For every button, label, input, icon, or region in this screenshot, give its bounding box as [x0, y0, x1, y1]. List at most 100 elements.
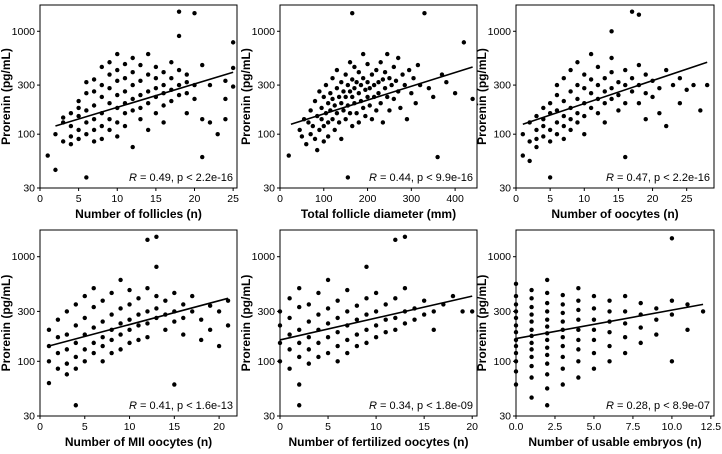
data-point	[60, 139, 66, 144]
y-tick-label: 30	[263, 183, 275, 195]
data-point	[402, 285, 408, 291]
data-point	[383, 317, 388, 322]
data-point	[53, 131, 58, 137]
scatter-series	[513, 236, 706, 408]
correlation-annotation: R = 0.34, p < 1.8e-09	[369, 400, 473, 412]
data-point	[277, 340, 283, 346]
data-point	[393, 78, 399, 84]
data-point	[184, 72, 189, 77]
data-point	[391, 96, 397, 102]
data-point	[591, 337, 597, 343]
data-point	[306, 361, 312, 366]
x-axis-label: Number of MII oocytes (n)	[65, 435, 212, 449]
data-point	[118, 332, 123, 337]
data-point	[385, 94, 390, 100]
data-point	[107, 60, 112, 65]
data-point	[310, 123, 316, 129]
plot-frame	[279, 4, 478, 189]
data-point	[529, 354, 534, 360]
x-axis-label: Number of fertilized oocytes (n)	[288, 435, 468, 449]
data-point	[470, 96, 475, 102]
data-point	[161, 82, 166, 88]
data-point	[336, 120, 342, 125]
x-tick-label: 0	[37, 421, 43, 433]
data-point	[163, 298, 168, 303]
data-point	[547, 101, 553, 106]
x-tick-label: 300	[403, 193, 421, 205]
data-point	[623, 154, 628, 160]
data-point	[118, 306, 123, 311]
data-point	[335, 329, 340, 335]
data-point	[431, 309, 436, 314]
data-point	[534, 127, 539, 133]
data-point	[704, 82, 710, 88]
data-point	[68, 141, 74, 147]
data-point	[350, 77, 355, 82]
x-tick-label: 20	[189, 193, 201, 205]
data-point	[363, 113, 368, 119]
data-point	[343, 72, 348, 77]
data-point	[373, 290, 379, 296]
data-point	[73, 354, 79, 360]
data-point	[421, 312, 427, 317]
data-point	[76, 105, 81, 111]
data-point	[568, 67, 573, 73]
y-axis-label: Prorenin (pg/mL)	[239, 48, 253, 145]
data-point	[582, 72, 587, 77]
data-point	[374, 67, 379, 73]
data-point	[385, 51, 390, 57]
data-point	[107, 127, 112, 133]
data-point	[367, 85, 372, 91]
data-point	[602, 89, 607, 94]
data-point	[576, 327, 581, 333]
data-point	[402, 234, 408, 239]
data-point	[55, 334, 61, 340]
data-point	[207, 120, 213, 125]
data-point	[347, 110, 353, 116]
plot-frame	[279, 229, 478, 417]
data-point	[122, 110, 128, 116]
data-point	[145, 127, 151, 133]
y-axis-label: Prorenin (pg/mL)	[0, 275, 13, 372]
data-point	[91, 350, 96, 356]
correlation-annotation: R = 0.44, p < 9.9e-16	[369, 172, 473, 184]
data-point	[82, 293, 87, 299]
data-point	[541, 123, 546, 129]
data-point	[373, 309, 379, 314]
data-point	[316, 340, 321, 346]
x-tick-label: 5.0	[587, 421, 602, 433]
data-point	[127, 327, 132, 333]
data-point	[223, 78, 228, 84]
y-tick-label: 1000	[12, 251, 36, 263]
data-point	[544, 317, 550, 322]
data-point	[560, 302, 565, 307]
data-point	[316, 312, 321, 317]
data-point	[115, 67, 120, 73]
data-point	[576, 359, 581, 364]
data-point	[576, 285, 581, 291]
data-point	[544, 352, 550, 358]
scatter-series	[286, 10, 475, 180]
data-point	[393, 296, 398, 301]
x-tick-label: 15	[150, 193, 162, 205]
data-point	[145, 51, 151, 57]
data-point	[130, 55, 135, 61]
data-point	[345, 337, 350, 343]
data-point	[431, 94, 436, 100]
data-point	[60, 115, 66, 120]
data-point	[130, 96, 135, 102]
data-point	[136, 323, 141, 328]
data-point	[576, 298, 581, 303]
data-point	[415, 62, 421, 68]
data-point	[588, 105, 594, 111]
data-point	[393, 315, 398, 321]
data-point	[99, 82, 105, 88]
data-point	[76, 127, 81, 133]
data-point	[100, 298, 105, 303]
x-tick-label: 10	[578, 193, 590, 205]
data-point	[345, 82, 351, 88]
data-point	[685, 327, 690, 333]
data-point	[297, 127, 302, 133]
data-point	[554, 131, 560, 137]
y-tick-label: 300	[257, 306, 275, 318]
